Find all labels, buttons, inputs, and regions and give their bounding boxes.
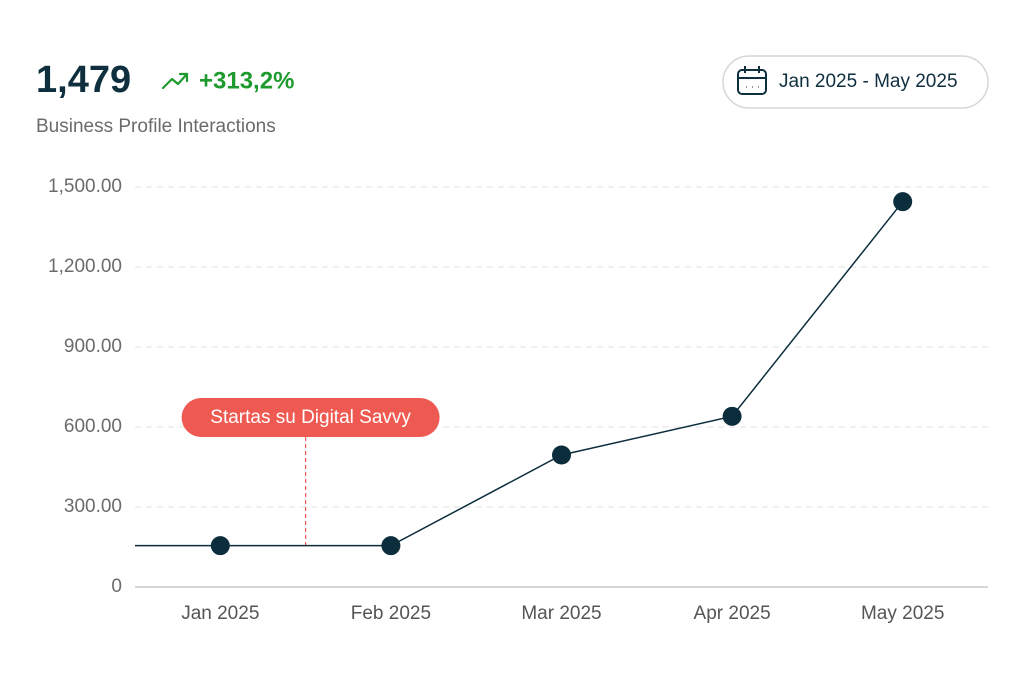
y-tick-label: 900.00: [64, 336, 122, 357]
y-tick-label: 0: [111, 576, 122, 597]
y-tick-label: 600.00: [64, 416, 122, 437]
kpi-change: +313,2%: [199, 67, 294, 94]
calendar-icon: [737, 66, 767, 95]
annotation-box: [181, 398, 440, 437]
date-range-button[interactable]: Jan 2025 - May 2025: [722, 55, 989, 109]
point: [552, 445, 571, 465]
y-tick-label: 1,200.00: [48, 256, 122, 277]
line: [220, 201, 904, 547]
kpi-subtitle: Business Profile Interactions: [36, 116, 276, 137]
point: [210, 536, 230, 556]
date-range-label[interactable]: Jan 2025 - May 2025: [779, 71, 958, 92]
x-tick-label: Jan 2025: [181, 603, 259, 624]
y-tick-label: 1,500.00: [48, 176, 122, 197]
point: [722, 406, 742, 426]
annotation-label: Startas su Digital Savvy: [210, 407, 411, 428]
x-tick-label: May 2025: [861, 603, 944, 624]
kpi-total: 1,479: [36, 59, 131, 101]
y-tick-label: 300.00: [64, 496, 122, 517]
x-tick-label: Feb 2025: [351, 603, 431, 624]
point: [893, 192, 913, 212]
point: [381, 536, 401, 556]
x-tick-label: Apr 2025: [694, 603, 771, 624]
date-range-border[interactable]: [722, 55, 989, 109]
x-tick-label: Mar 2025: [521, 603, 601, 624]
trend-icon: [161, 72, 189, 90]
